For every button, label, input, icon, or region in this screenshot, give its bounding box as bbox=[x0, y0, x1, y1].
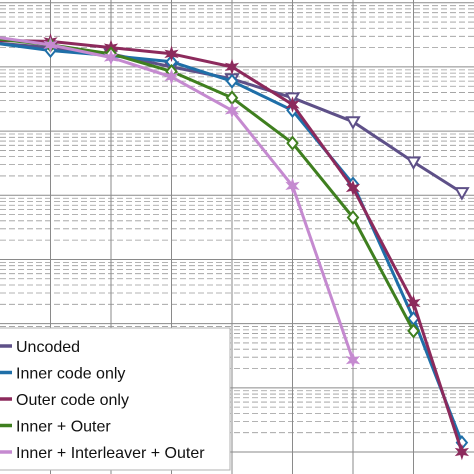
star-marker bbox=[345, 351, 361, 369]
star-marker bbox=[164, 68, 179, 86]
legend: Uncoded Inner code only Outer code only Inn… bbox=[0, 327, 231, 471]
legend-label: Outer code only bbox=[16, 392, 129, 409]
minor-gridlines bbox=[0, 5, 474, 434]
star-marker bbox=[345, 179, 361, 197]
legend-item: Inner + Interleaver + Outer bbox=[0, 445, 205, 462]
star-marker bbox=[406, 294, 421, 312]
star-marker bbox=[43, 36, 58, 54]
legend-label: Uncoded bbox=[16, 339, 80, 356]
legend-label: Inner + Interleaver + Outer bbox=[16, 445, 205, 462]
series-inner-interleaver-outer bbox=[0, 36, 361, 369]
legend-item: Uncoded bbox=[0, 339, 80, 356]
legend-item: Inner code only bbox=[0, 366, 125, 383]
star-marker bbox=[285, 177, 300, 195]
legend-item: Outer code only bbox=[0, 392, 129, 409]
legend-box bbox=[0, 327, 231, 471]
diamond-marker bbox=[225, 73, 239, 89]
series-layer bbox=[0, 33, 470, 461]
triangle-marker bbox=[454, 187, 470, 201]
star-marker bbox=[164, 45, 179, 63]
legend-label: Inner code only bbox=[16, 366, 125, 383]
triangle-marker bbox=[345, 116, 361, 130]
diamond-marker bbox=[286, 135, 299, 151]
star-marker bbox=[285, 96, 300, 113]
triangle-marker bbox=[405, 156, 422, 171]
star-marker bbox=[224, 102, 240, 119]
diamond-marker bbox=[346, 209, 360, 226]
legend-item: Inner + Outer bbox=[0, 419, 111, 436]
star-marker bbox=[103, 49, 119, 66]
star-marker bbox=[454, 443, 470, 461]
star-marker bbox=[224, 58, 240, 76]
legend-items: Uncoded Inner code only Outer code only Inn… bbox=[0, 339, 205, 462]
legend-label: Inner + Outer bbox=[16, 419, 111, 436]
diamond-marker bbox=[407, 323, 420, 339]
